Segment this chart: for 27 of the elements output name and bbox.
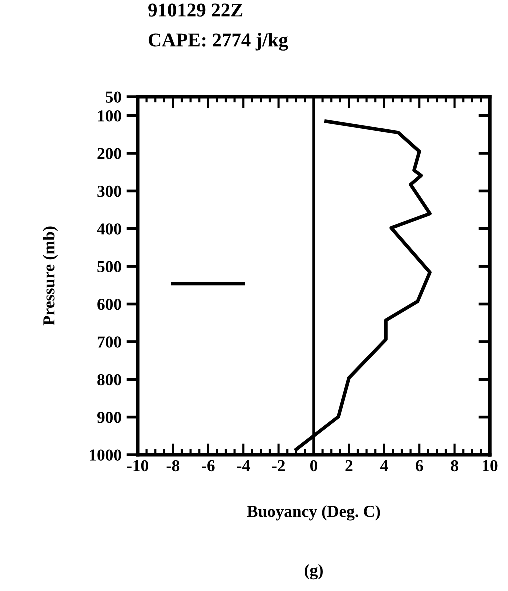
x-tick-label: 2	[346, 460, 353, 472]
x-tick-label: -6	[202, 460, 215, 472]
y-tick-label: 800	[98, 374, 122, 386]
x-tick-label: 4	[380, 460, 388, 472]
y-tick-label: 900	[97, 412, 122, 424]
y-tick-label: 100	[98, 110, 122, 122]
x-axis-title: Buoyancy (Deg. C)	[247, 506, 380, 521]
x-tick-label: -4	[237, 460, 250, 472]
y-tick-label: 300	[98, 186, 122, 198]
chart-subtitle: CAPE: 2774 j/kg	[148, 33, 288, 51]
y-tick-label: 50	[106, 92, 122, 103]
y-axis-title: Pressure (mb)	[43, 226, 58, 326]
y-tick-label: 600	[98, 298, 122, 310]
y-tick-label: 400	[97, 224, 122, 235]
x-tick-label: -2	[272, 460, 286, 472]
y-tick-label: 700	[98, 336, 122, 348]
x-tick-label: 8	[451, 460, 458, 472]
text: (g)	[305, 564, 323, 580]
x-tick-label: 0	[310, 460, 318, 472]
x-tick-label: -10	[128, 460, 148, 472]
y-tick-label: 500	[98, 261, 122, 273]
x-tick-label: 10	[483, 460, 498, 472]
x-tick-label: -8	[166, 460, 180, 472]
x-tick-label: 6	[416, 460, 424, 472]
y-tick-label: 1000	[90, 450, 122, 461]
y-tick-label: 200	[98, 148, 122, 160]
chart-title: 910129 22Z	[148, 4, 243, 17]
